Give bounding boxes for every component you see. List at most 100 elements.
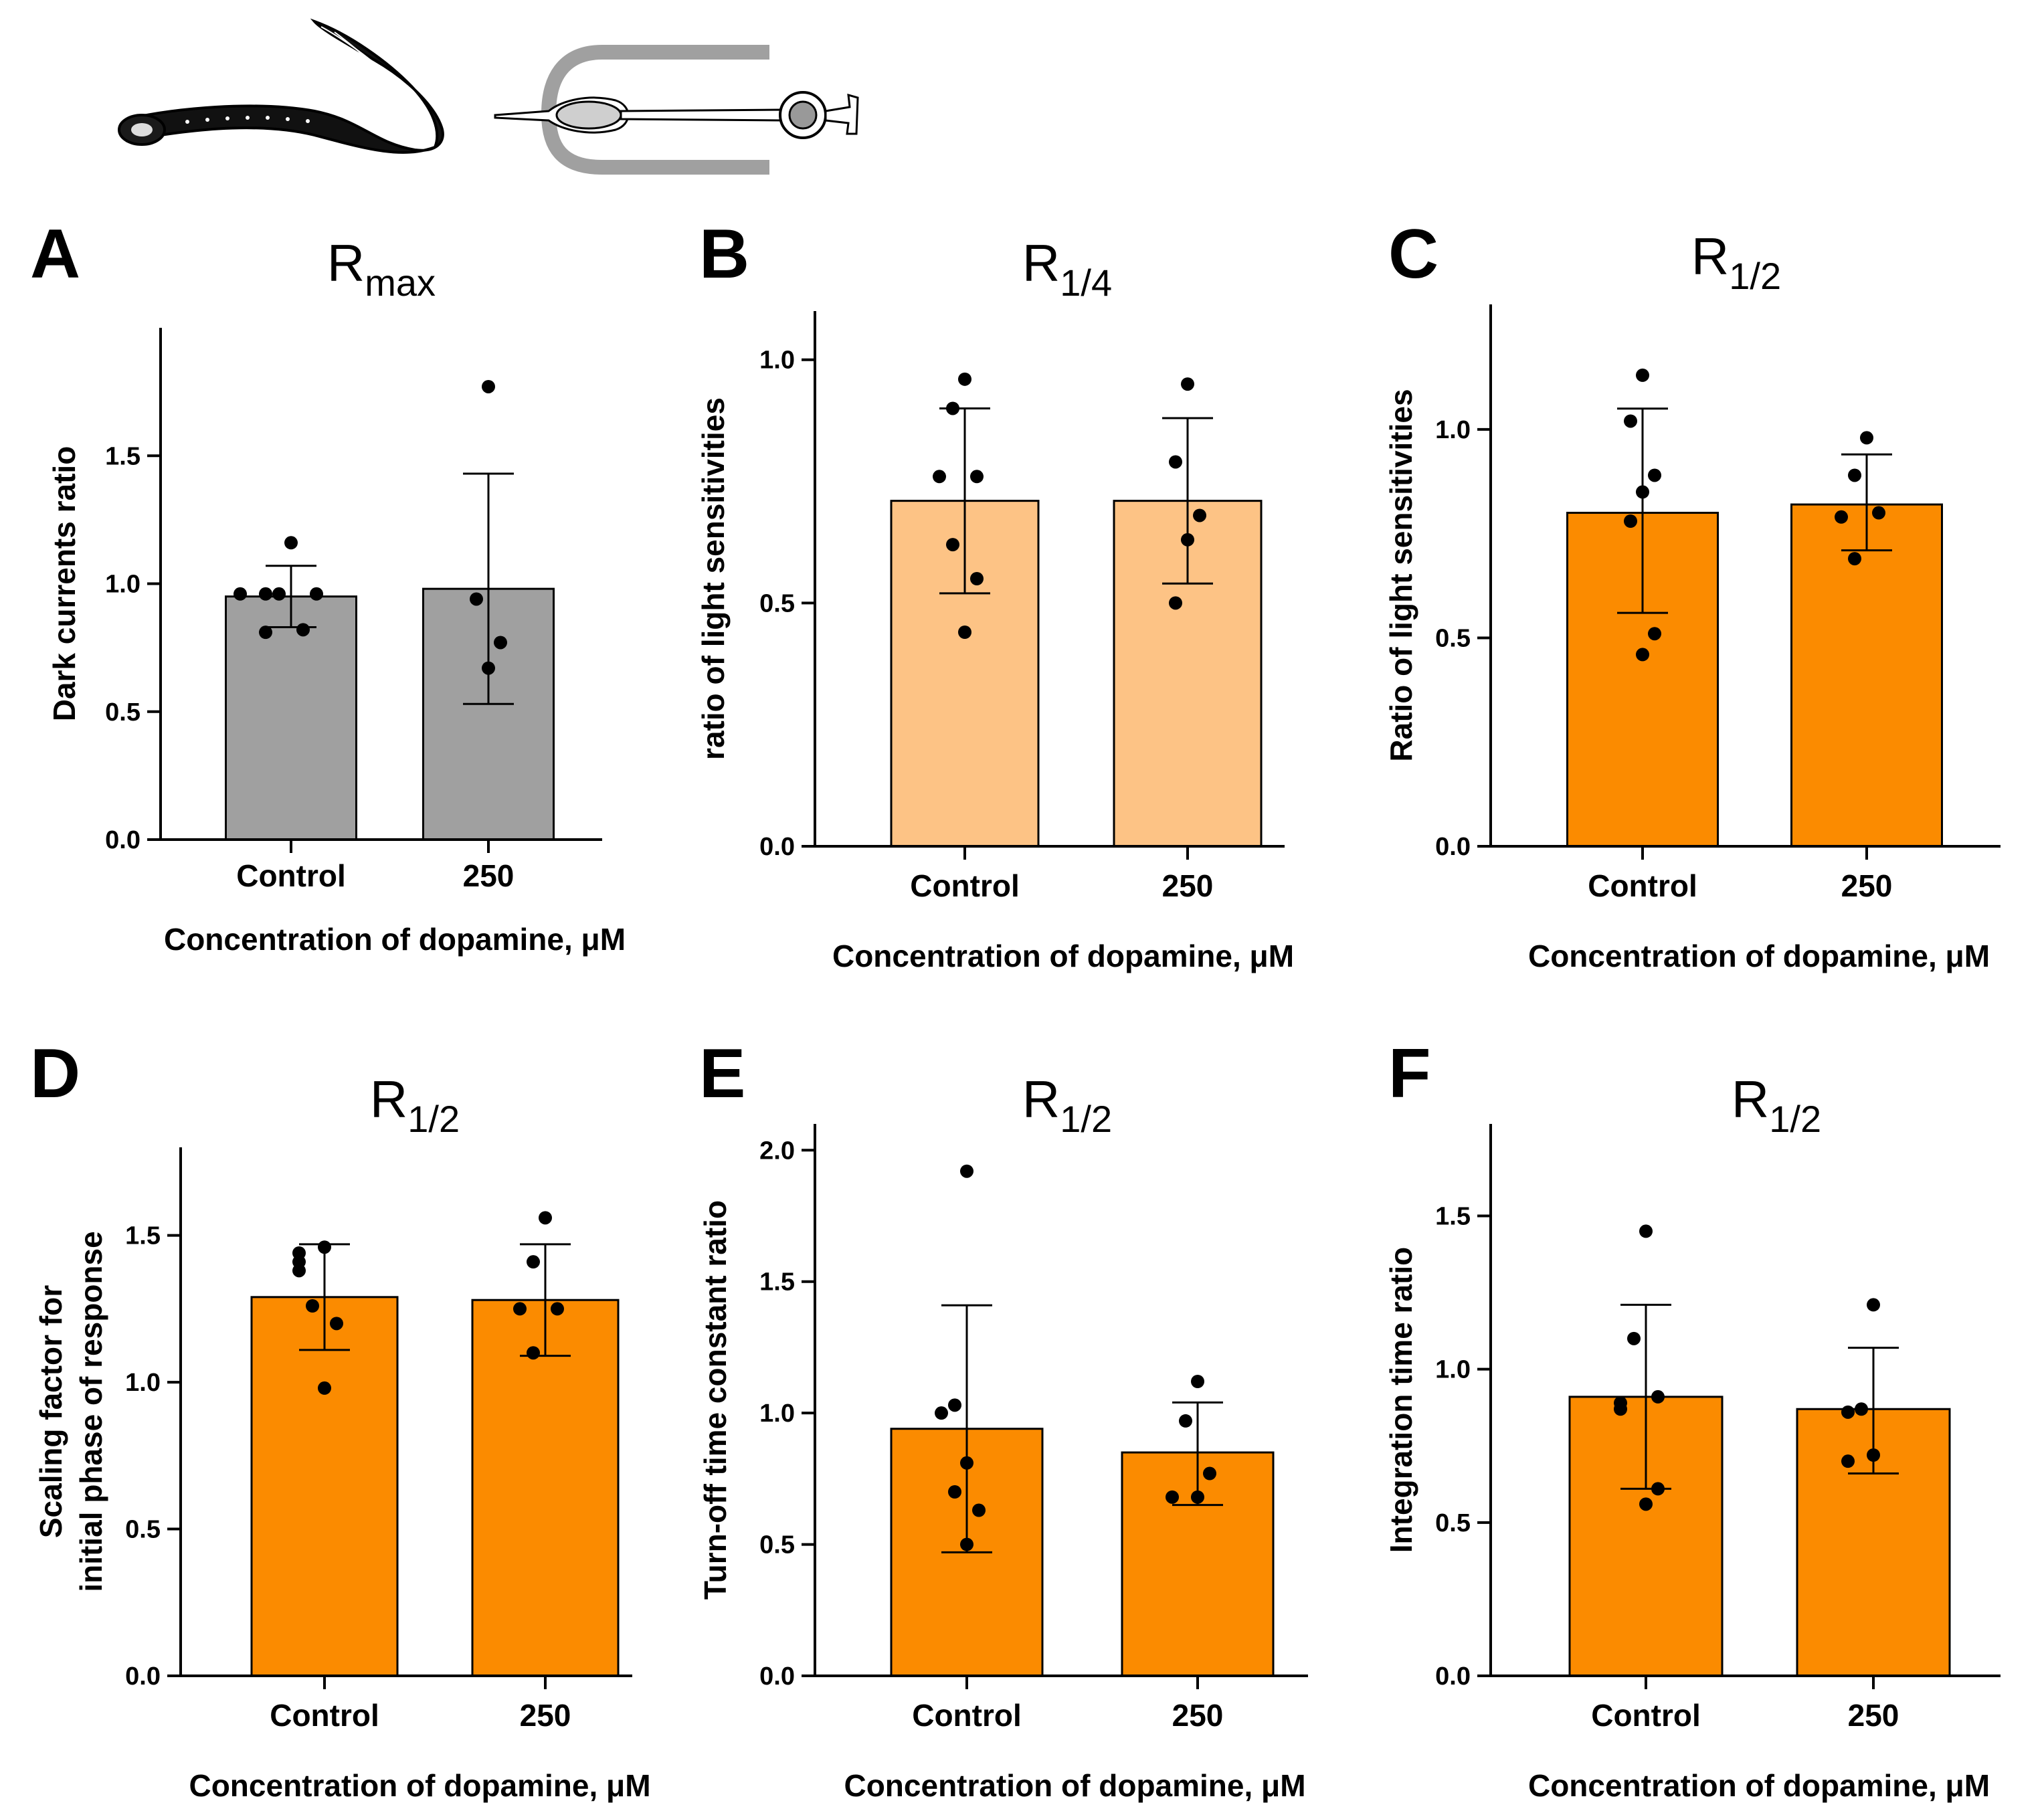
data-point-250 xyxy=(1841,1405,1855,1419)
data-point-control xyxy=(1624,514,1637,528)
y-tick-label: 1.5 xyxy=(125,1222,161,1250)
data-point-control xyxy=(958,372,971,386)
x-category-label: Control xyxy=(270,1698,379,1733)
data-point-250 xyxy=(1841,1454,1855,1468)
data-point-control xyxy=(272,587,286,601)
panel-letter: A xyxy=(30,215,80,293)
data-point-control xyxy=(1636,485,1649,499)
data-point-250 xyxy=(513,1302,527,1316)
y-tick-label: 0.0 xyxy=(1435,833,1471,861)
chart-title-subscript: 1/2 xyxy=(1060,1098,1112,1140)
x-category-label: 250 xyxy=(1841,868,1893,903)
chart-title: R1/2 xyxy=(1732,1070,1821,1140)
x-category-label: 250 xyxy=(1848,1698,1899,1733)
chart-title-main: R xyxy=(1732,1070,1769,1129)
panel-letter: F xyxy=(1388,1035,1431,1113)
data-point-control xyxy=(948,1485,961,1499)
photoreceptor-cell-drawing xyxy=(494,45,859,175)
x-category-label: 250 xyxy=(1162,868,1214,903)
data-point-control xyxy=(306,1299,319,1313)
panel-letter: E xyxy=(699,1035,745,1113)
data-point-control xyxy=(1624,414,1637,428)
data-point-250 xyxy=(1169,455,1182,469)
data-point-control xyxy=(972,1503,986,1517)
y-axis-label: ratio of light sensitivities xyxy=(696,397,731,760)
data-point-control xyxy=(330,1317,343,1331)
x-axis-label: Concentration of dopamine, μM xyxy=(1528,1768,1990,1803)
chart-title-main: R xyxy=(370,1070,407,1129)
chart-title: R1/2 xyxy=(370,1070,460,1140)
data-point-control xyxy=(1639,1497,1653,1511)
y-tick-label: 1.0 xyxy=(759,1400,795,1428)
data-point-control xyxy=(1636,368,1649,382)
data-point-250 xyxy=(1181,377,1194,391)
x-category-label: Control xyxy=(236,858,346,893)
data-point-250 xyxy=(1848,468,1861,482)
data-point-250 xyxy=(527,1255,540,1269)
data-point-control xyxy=(970,572,984,585)
x-category-label: 250 xyxy=(1172,1698,1224,1733)
data-point-250 xyxy=(1867,1448,1880,1462)
data-point-control xyxy=(1651,1482,1665,1496)
chart-title-subscript: 1/4 xyxy=(1060,262,1112,304)
y-tick-label: 1.0 xyxy=(105,571,141,599)
y-tick-label: 0.0 xyxy=(759,1662,795,1691)
data-point-control xyxy=(296,623,310,637)
x-axis-label: Concentration of dopamine, μM xyxy=(832,939,1294,973)
data-point-250 xyxy=(1193,508,1206,522)
data-point-control xyxy=(259,587,272,601)
y-tick-label: 1.5 xyxy=(1435,1203,1471,1231)
data-point-250 xyxy=(1191,1375,1204,1388)
data-point-250 xyxy=(1181,533,1194,547)
data-point-control xyxy=(1651,1390,1665,1404)
y-axis-label-line-2: initial phase of response xyxy=(74,1231,108,1592)
chart-title-subscript: max xyxy=(365,262,436,304)
header-illustrations xyxy=(118,18,859,175)
x-category-label: Control xyxy=(912,1698,1022,1733)
panel-letter: C xyxy=(1388,215,1438,293)
data-point-control xyxy=(318,1381,331,1395)
bar-250 xyxy=(471,1299,620,1677)
data-point-250 xyxy=(527,1346,540,1360)
chart-title-main: R xyxy=(327,233,365,292)
y-axis-label: Turn-off time constant ratio xyxy=(698,1200,733,1600)
bar-control xyxy=(250,1296,399,1677)
y-axis-label: Integration time ratio xyxy=(1384,1247,1418,1553)
data-point-250 xyxy=(1203,1466,1216,1480)
y-tick-label: 1.0 xyxy=(759,347,795,375)
data-point-250 xyxy=(1179,1414,1192,1428)
data-point-250 xyxy=(1191,1490,1204,1504)
data-point-control xyxy=(946,401,959,415)
data-point-250 xyxy=(1860,431,1873,445)
chart-title: R1/4 xyxy=(1022,233,1112,304)
x-category-label: 250 xyxy=(520,1698,571,1733)
data-point-250 xyxy=(494,636,507,650)
data-point-control xyxy=(1639,1224,1653,1238)
data-point-250 xyxy=(551,1302,564,1316)
chart-title-subscript: 1/2 xyxy=(1729,255,1781,297)
data-point-control xyxy=(259,626,272,640)
x-axis-label: Concentration of dopamine, μM xyxy=(1528,939,1990,973)
y-axis-label: Dark currents ratio xyxy=(47,446,82,722)
data-point-control xyxy=(1648,627,1661,641)
x-axis-label: Concentration of dopamine, μM xyxy=(844,1768,1305,1803)
data-point-control xyxy=(960,1537,973,1551)
y-tick-label: 0.5 xyxy=(125,1516,161,1544)
y-tick-label: 1.0 xyxy=(1435,416,1471,444)
y-tick-label: 0.5 xyxy=(105,698,141,727)
data-point-250 xyxy=(482,379,495,393)
x-axis-label: Concentration of dopamine, μM xyxy=(189,1768,650,1803)
data-point-250 xyxy=(539,1211,552,1225)
chart-title: R1/2 xyxy=(1022,1070,1112,1140)
data-point-control xyxy=(234,587,247,601)
data-point-control xyxy=(1614,1402,1627,1416)
data-point-control xyxy=(310,587,323,601)
data-point-250 xyxy=(1169,596,1182,610)
data-point-control xyxy=(1636,648,1649,662)
data-point-control xyxy=(960,1164,973,1178)
